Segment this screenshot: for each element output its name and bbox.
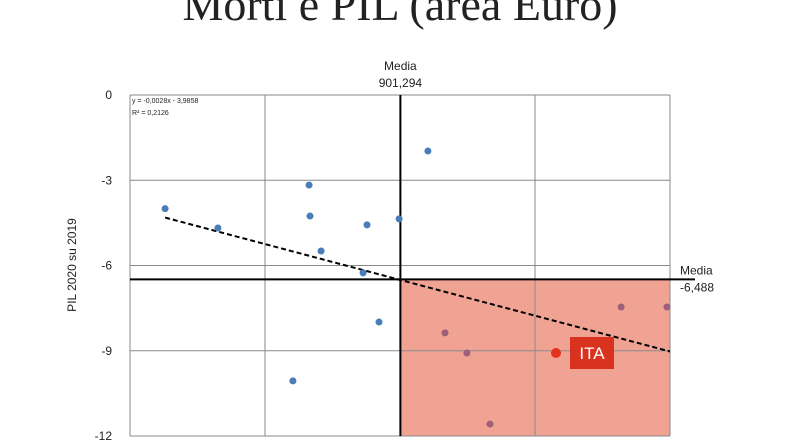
y-tick-label: -3: [101, 173, 112, 187]
point: [617, 303, 625, 311]
point: [317, 247, 325, 255]
mean-title: Media: [384, 59, 417, 73]
point: [424, 147, 432, 155]
point: [305, 181, 313, 189]
point: [551, 348, 561, 359]
point: [463, 349, 471, 357]
trend-equation: y = -0,0028x - 3,9858: [132, 98, 198, 105]
y-tick-label: -12: [95, 429, 113, 443]
point: [375, 318, 383, 326]
y-tick-label: -6: [101, 259, 112, 273]
point: [486, 420, 494, 428]
label-box: [570, 337, 614, 370]
y-tick-label: 0: [105, 88, 112, 102]
y-axis-label: PIL 2020 su 2019: [65, 218, 79, 312]
point: [214, 224, 222, 232]
point: [363, 221, 371, 229]
mean-title: Media: [680, 263, 713, 277]
point-label: ITA: [579, 344, 605, 363]
point: [306, 212, 314, 220]
point: [289, 377, 297, 385]
mean-label: 901,294: [379, 76, 423, 90]
trend-r2: R² = 0,2126: [132, 110, 169, 117]
point: [359, 269, 367, 277]
trendline: [164, 216, 671, 353]
point: [663, 303, 671, 311]
mean-label: -6,488: [680, 280, 714, 294]
chart-title: Morti e PIL (area Euro): [182, 0, 617, 30]
point: [395, 215, 403, 223]
point: [161, 205, 169, 213]
point: [441, 329, 449, 337]
y-tick-label: -9: [101, 344, 112, 358]
